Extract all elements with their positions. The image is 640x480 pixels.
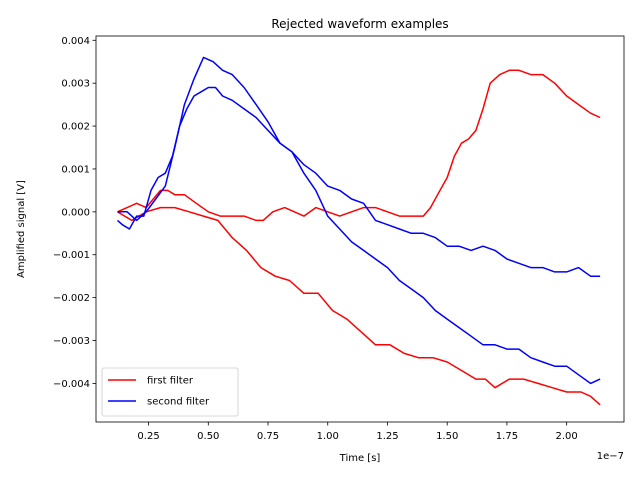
plot-frame [95, 35, 625, 423]
y-tick-label: 0.000 [61, 207, 90, 218]
y-axis-label: Amplified signal [V] [16, 180, 27, 278]
x-tick-label: 1.00 [317, 431, 339, 442]
x-axis-label: Time [s] [339, 453, 381, 464]
series-line-second-filter-3 [117, 56, 601, 385]
x-tick-label: 0.50 [197, 431, 219, 442]
y-tick-label: −0.001 [53, 250, 90, 261]
y-tick-label: −0.002 [53, 293, 90, 304]
y-tick-label: 0.003 [61, 79, 90, 90]
y-tick-label: 0.002 [61, 122, 90, 133]
legend-label-second-filter: second filter [147, 397, 210, 408]
y-axis: −0.004 −0.003 −0.002 −0.001 0.000 0.001 0.002 0… [53, 36, 96, 390]
x-tick-label: 1.25 [376, 431, 398, 442]
x-axis-offset-label: 1e−7 [597, 451, 624, 462]
y-tick-label: −0.004 [53, 379, 90, 390]
x-tick-label: 1.50 [436, 431, 458, 442]
x-axis: 0.25 0.50 0.75 1.00 1.25 1.50 1.75 2.00 [137, 422, 578, 442]
legend: first filter second filter [101, 367, 239, 417]
y-tick-label: 0.001 [61, 164, 90, 175]
y-tick-label: 0.004 [61, 36, 90, 47]
x-tick-label: 0.75 [257, 431, 279, 442]
x-tick-label: 1.75 [496, 431, 518, 442]
x-tick-label: 0.25 [137, 431, 159, 442]
legend-label-first-filter: first filter [147, 376, 194, 387]
series-line-first-filter-0 [117, 69, 601, 222]
series-layer [116, 56, 601, 406]
series-line-first-filter-1 [117, 206, 601, 406]
y-tick-label: −0.003 [53, 336, 90, 347]
chart-title: Rejected waveform examples [271, 17, 448, 31]
x-tick-label: 2.00 [556, 431, 578, 442]
